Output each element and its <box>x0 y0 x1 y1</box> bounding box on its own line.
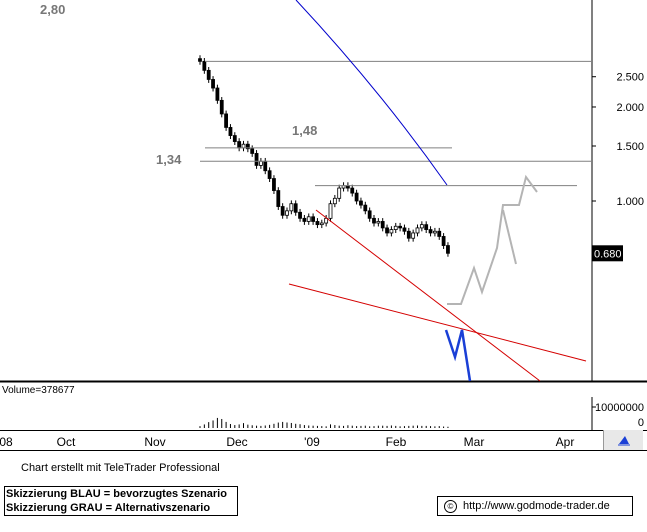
candle-body <box>398 225 403 229</box>
source-url[interactable]: © http://www.godmode-trader.de <box>437 496 633 516</box>
candle-body <box>406 230 411 239</box>
volume-tick-label: 0 <box>638 417 644 429</box>
candle-body <box>354 192 359 202</box>
candle-body <box>315 221 320 226</box>
candle-body <box>224 113 229 128</box>
x-tick-label: Feb <box>386 435 407 449</box>
candle-body <box>289 203 294 212</box>
candle-body <box>280 206 285 216</box>
candle-body <box>272 178 276 191</box>
candle-body <box>385 227 389 234</box>
x-tick-label: Dec <box>226 435 247 449</box>
volume-tick-label: 10000000 <box>595 402 644 414</box>
y-tick-label: 1.000 <box>616 196 644 208</box>
candle-body <box>258 160 263 166</box>
candle-body <box>241 143 246 149</box>
candle-body <box>228 127 233 136</box>
y-tick-label: 1.500 <box>616 141 644 153</box>
x-tick-label: Mar <box>464 435 485 449</box>
candle-body <box>380 221 385 229</box>
candle-body <box>237 141 242 149</box>
candle-body <box>393 225 398 230</box>
support-trendline <box>288 283 587 362</box>
candle-body <box>293 203 298 213</box>
candle-body <box>363 204 368 212</box>
legend-grey-text: Skizzierung GRAU = Alternativszenario <box>6 502 211 514</box>
candle-body <box>206 69 211 80</box>
candle-body <box>411 232 416 239</box>
candle-body <box>232 135 237 142</box>
candle-body <box>198 58 202 62</box>
annotation-level: 1,48 <box>292 123 317 138</box>
chart-credit: Chart erstellt mit TeleTrader Profession… <box>21 462 220 474</box>
candle-body <box>359 200 363 206</box>
candle-body <box>446 245 450 254</box>
candle-body <box>419 224 424 229</box>
candle-body <box>276 190 281 207</box>
candle-body <box>263 160 268 172</box>
candle-body <box>350 187 355 194</box>
candle-body <box>245 143 250 150</box>
scroll-right-button[interactable] <box>603 430 643 450</box>
candle-body <box>424 224 429 230</box>
candle-body <box>441 236 446 246</box>
candle-body <box>376 221 381 224</box>
candle-body <box>298 211 302 219</box>
candle-body <box>432 230 437 234</box>
legend-blue-text: Skizzierung BLAU = bevorzugtes Szenario <box>6 488 227 500</box>
x-tick-label: Nov <box>144 435 165 449</box>
candle-body <box>250 148 255 154</box>
x-tick-label: 08 <box>0 435 13 449</box>
x-tick-label: Oct <box>57 435 76 449</box>
candle-body <box>367 210 372 219</box>
candle-body <box>437 230 442 237</box>
last-price-box <box>592 245 623 262</box>
volume-label: Volume=378677 <box>2 385 75 396</box>
x-tick-label: Apr <box>556 435 575 449</box>
candle-body <box>202 60 207 71</box>
candle-body <box>328 203 333 219</box>
scenario-grey-path <box>502 209 517 265</box>
candle-body <box>311 216 316 222</box>
candle-body <box>332 197 337 205</box>
annotation-high: 2,80 <box>40 2 65 17</box>
scenario-grey-path <box>447 174 538 305</box>
copyright-icon: © <box>444 499 457 513</box>
candle-body <box>415 227 420 234</box>
candle-body <box>372 217 376 224</box>
resistance-trendline <box>315 209 541 382</box>
annotation-level: 1,34 <box>156 152 182 167</box>
candle-body <box>215 87 220 101</box>
candle-body <box>306 216 311 222</box>
url-text: http://www.godmode-trader.de <box>463 500 610 512</box>
arrow-icon <box>618 436 630 446</box>
candle-body <box>402 227 407 232</box>
candle-body <box>285 210 289 216</box>
moving-average-line <box>295 0 448 186</box>
candle-body <box>428 229 433 234</box>
last-price-label: 0.680 <box>594 248 622 260</box>
candle-body <box>219 99 224 115</box>
candle-body <box>254 153 259 166</box>
y-tick-label: 2.500 <box>616 72 644 84</box>
y-tick-label: 2.000 <box>616 102 644 114</box>
candle-body <box>319 222 324 226</box>
candle-body <box>267 170 272 179</box>
candle-body <box>302 217 307 222</box>
scenario-blue-path <box>444 329 472 382</box>
scenario-legend: Skizzierung BLAU = bevorzugtes Szenario … <box>4 486 238 516</box>
candle-body <box>337 187 342 199</box>
candle-body <box>211 79 215 89</box>
x-tick-label: '09 <box>304 435 320 449</box>
candle-body <box>389 229 394 234</box>
